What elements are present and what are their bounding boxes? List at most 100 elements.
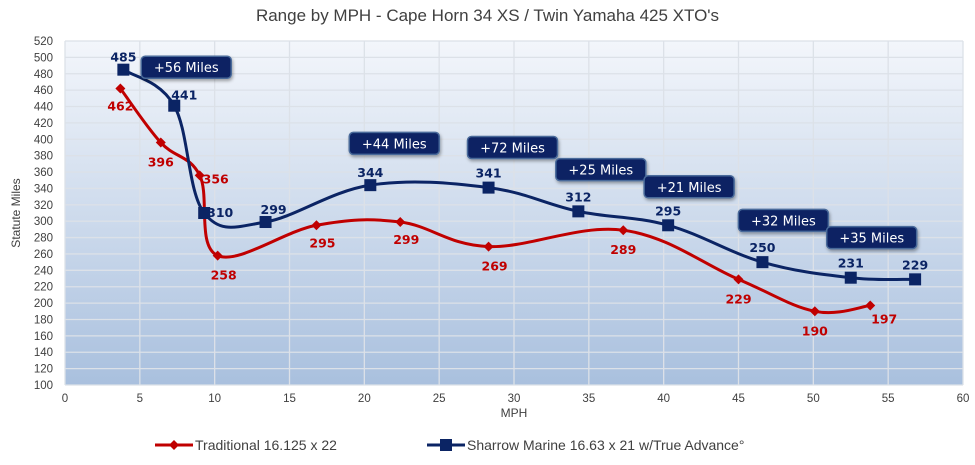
- x-tick-label: 60: [957, 393, 970, 405]
- data-label: 190: [802, 323, 828, 338]
- legend-label: Sharrow Marine 16.63 x 21 w/True Advance…: [467, 437, 744, 453]
- data-label: 312: [565, 189, 591, 204]
- y-tick-label: 360: [34, 167, 53, 179]
- data-label: 295: [655, 203, 681, 218]
- x-tick-label: 20: [358, 393, 371, 405]
- data-point-square: [756, 256, 769, 269]
- data-label: 289: [610, 242, 636, 257]
- annotation-label: +56 Miles: [154, 61, 219, 76]
- data-label: 299: [261, 202, 287, 217]
- data-point-diamond: [212, 250, 223, 261]
- data-label: 295: [309, 235, 335, 250]
- y-tick-label: 100: [34, 380, 53, 392]
- y-axis-label: Statute Miles: [9, 178, 23, 247]
- y-tick-label: 480: [34, 69, 53, 81]
- x-tick-label: 10: [208, 393, 221, 405]
- x-tick-label: 25: [433, 393, 446, 405]
- y-tick-label: 280: [34, 233, 53, 245]
- annotation-box: [825, 225, 918, 250]
- y-tick-label: 140: [34, 347, 53, 359]
- data-point-diamond: [483, 241, 494, 252]
- data-label: 269: [482, 259, 508, 274]
- data-point-diamond: [809, 306, 820, 317]
- data-label: 231: [838, 256, 864, 271]
- annotation-label: +35 Miles: [839, 232, 904, 247]
- annotation-label: +25 Miles: [568, 164, 633, 179]
- x-tick-label: 5: [137, 393, 143, 405]
- chart-title: Range by MPH - Cape Horn 34 XS / Twin Ya…: [255, 6, 720, 25]
- annotation-label: +32 Miles: [751, 214, 816, 229]
- x-tick-label: 45: [732, 393, 745, 405]
- annotation-box: [737, 208, 830, 233]
- y-tick-label: 400: [34, 134, 53, 146]
- x-tick-label: 50: [807, 393, 820, 405]
- data-point-square: [198, 207, 211, 219]
- y-tick-label: 440: [34, 102, 53, 114]
- data-label: 197: [871, 312, 897, 327]
- data-point-square: [364, 179, 377, 192]
- data-label: 299: [393, 232, 419, 247]
- x-axis-label: MPH: [501, 406, 528, 420]
- annotation-label: +21 Miles: [657, 181, 722, 196]
- y-tick-label: 300: [34, 216, 53, 228]
- annotation-box: [643, 175, 735, 199]
- annotation-box: [466, 135, 559, 160]
- x-tick-label: 15: [283, 393, 296, 405]
- data-label: 229: [725, 291, 751, 306]
- data-label: 310: [207, 205, 233, 220]
- y-tick-label: 120: [34, 364, 53, 376]
- data-point-square: [572, 205, 585, 218]
- data-point-square: [844, 271, 857, 284]
- y-tick-label: 180: [34, 314, 53, 326]
- x-tick-label: 35: [582, 393, 595, 405]
- data-point-diamond: [155, 137, 166, 148]
- data-point-diamond: [618, 225, 629, 236]
- y-tick-label: 340: [34, 183, 53, 195]
- data-point-diamond: [865, 300, 876, 311]
- y-tick-label: 220: [34, 282, 53, 294]
- legend-marker-diamond: [169, 440, 179, 450]
- annotation-label: +72 Miles: [480, 141, 545, 156]
- data-label: 258: [211, 268, 237, 283]
- y-tick-label: 460: [34, 85, 53, 97]
- x-tick-label: 30: [508, 393, 521, 405]
- data-point-square: [482, 181, 495, 194]
- y-tick-label: 500: [34, 52, 53, 64]
- x-tick-label: 55: [882, 393, 895, 405]
- annotation-box: [555, 157, 647, 182]
- x-tick-label: 0: [62, 393, 68, 405]
- data-label: 356: [203, 171, 229, 186]
- data-label: 396: [148, 155, 174, 170]
- data-label: 344: [357, 165, 383, 180]
- data-label: 250: [749, 240, 775, 255]
- data-point-diamond: [733, 274, 744, 285]
- data-point-square: [117, 63, 130, 76]
- legend-marker-square: [440, 439, 452, 451]
- y-tick-label: 260: [34, 249, 53, 261]
- data-label: 229: [902, 257, 928, 272]
- data-point-diamond: [395, 217, 406, 228]
- annotation-box: [348, 131, 441, 156]
- y-tick-label: 200: [34, 298, 53, 310]
- data-label: 341: [476, 166, 502, 181]
- data-label: 441: [171, 88, 197, 103]
- y-tick-label: 320: [34, 200, 53, 212]
- y-tick-label: 240: [34, 265, 53, 277]
- annotation-label: +44 Miles: [362, 137, 427, 152]
- y-tick-label: 520: [34, 36, 53, 48]
- y-tick-label: 420: [34, 118, 53, 130]
- data-point-diamond: [115, 83, 126, 94]
- data-point-square: [909, 273, 922, 286]
- data-point-square: [662, 219, 675, 232]
- data-label: 485: [110, 50, 136, 65]
- annotation-box: [140, 55, 232, 79]
- legend-label: Traditional 16.125 x 22: [195, 437, 337, 453]
- data-point-square: [168, 99, 181, 112]
- data-point-square: [259, 216, 272, 229]
- y-tick-label: 380: [34, 151, 53, 163]
- data-point-diamond: [311, 220, 322, 231]
- x-tick-label: 40: [657, 393, 670, 405]
- data-point-diamond: [194, 170, 205, 181]
- data-label: 462: [107, 99, 133, 114]
